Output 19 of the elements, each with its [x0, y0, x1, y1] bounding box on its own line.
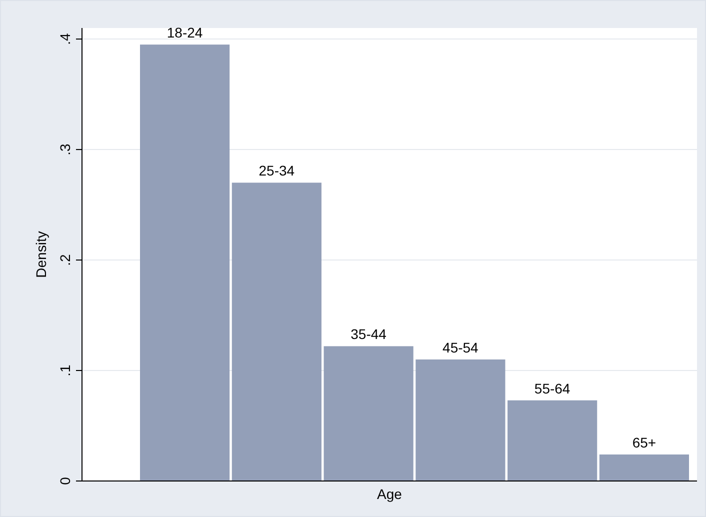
bar [324, 346, 414, 481]
x-tick-label: 18-24 [166, 24, 203, 41]
x-tick-label: 35-44 [350, 326, 387, 342]
bar [599, 454, 689, 481]
x-tick-label: 45-54 [442, 339, 479, 356]
y-axis-title: Density [33, 231, 49, 278]
y-tick-label: .3 [57, 143, 73, 156]
y-tick-label: 0 [57, 476, 73, 485]
x-tick-label: 65+ [632, 434, 656, 450]
y-tick-label: .4 [57, 33, 73, 45]
bar [416, 359, 506, 481]
y-tick-label: .1 [57, 364, 73, 376]
bar [232, 182, 322, 481]
x-axis-title: Age [377, 486, 402, 502]
bar [508, 400, 598, 481]
x-tick-label: 25-34 [258, 162, 295, 179]
x-tick-label: 55-64 [534, 380, 570, 396]
bar [140, 44, 230, 481]
y-tick-label: .2 [57, 254, 73, 266]
